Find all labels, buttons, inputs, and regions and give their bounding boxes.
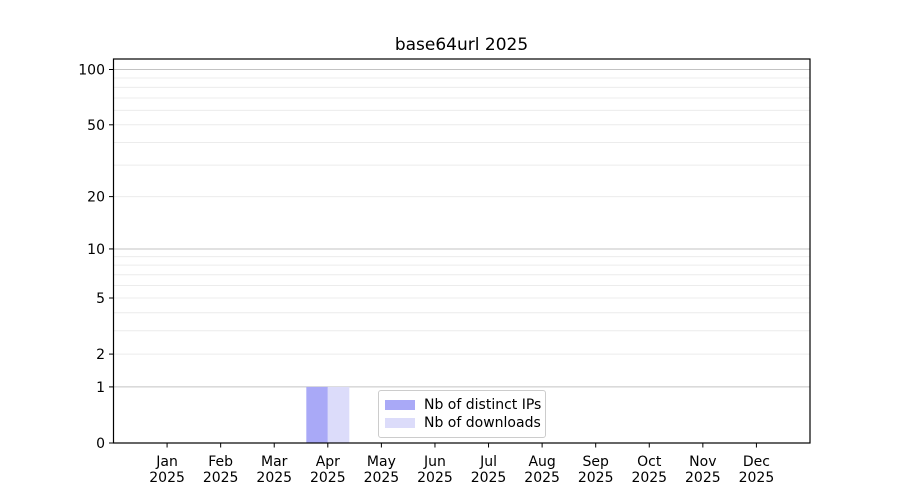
x-tick-label-year: 2025 [256, 470, 292, 486]
x-tick-label-month: May [367, 454, 396, 470]
x-tick-label-month: Dec [743, 454, 770, 470]
x-tick-label-month: Apr [316, 454, 340, 470]
bar-nb-of-downloads-apr [327, 386, 350, 443]
x-tick-label-year: 2025 [631, 470, 667, 486]
y-tick-label: 50 [87, 118, 105, 134]
x-tick-label-year: 2025 [149, 470, 185, 486]
legend-label-distinct-ips: Nb of distinct IPs [424, 397, 542, 413]
y-tick-label: 20 [87, 190, 105, 206]
x-tick-label-month: Feb [208, 454, 233, 470]
chart-title: base64url 2025 [394, 35, 529, 55]
legend-swatch-distinct-ips [385, 400, 415, 410]
y-tick-label: 0 [96, 436, 105, 452]
legend-item-downloads: Nb of downloads [385, 415, 541, 431]
x-tick-label-month: Sep [582, 454, 609, 470]
x-tick-label-year: 2025 [578, 470, 614, 486]
legend-item-distinct-ips: Nb of distinct IPs [385, 397, 541, 413]
x-tick-label-month: Jun [423, 454, 446, 470]
legend-label-downloads: Nb of downloads [424, 415, 541, 431]
legend-swatch-downloads [385, 418, 415, 428]
bar-nb-of-distinct-ips-apr [306, 386, 328, 443]
x-tick-label-year: 2025 [417, 470, 453, 486]
x-tick-label-year: 2025 [364, 470, 400, 486]
y-tick-label: 2 [96, 347, 105, 363]
y-tick-label: 100 [78, 63, 105, 79]
x-tick-label-year: 2025 [471, 470, 507, 486]
x-tick-label-month: Jan [155, 454, 178, 470]
x-tick-label-month: Mar [261, 454, 288, 470]
x-tick-label-year: 2025 [310, 470, 346, 486]
legend: Nb of distinct IPs Nb of downloads [378, 390, 546, 438]
x-tick-label-year: 2025 [203, 470, 239, 486]
y-tick-label: 1 [96, 380, 105, 396]
y-tick-label: 5 [96, 291, 105, 307]
y-tick-label: 10 [87, 242, 105, 258]
x-tick-label-month: Aug [528, 454, 555, 470]
x-tick-label-year: 2025 [524, 470, 560, 486]
x-tick-label-year: 2025 [739, 470, 775, 486]
x-tick-label-year: 2025 [685, 470, 721, 486]
x-tick-label-month: Nov [689, 454, 716, 470]
x-tick-label-month: Oct [637, 454, 662, 470]
axes-spines [112, 58, 811, 444]
x-tick-label-month: Jul [479, 454, 497, 470]
